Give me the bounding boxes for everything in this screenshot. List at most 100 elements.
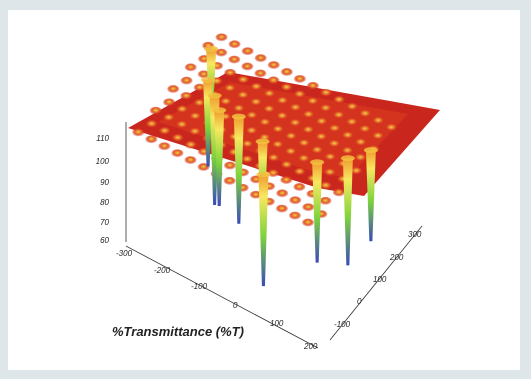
z-tick-labels: 110 100 90 80 70 60	[96, 134, 110, 245]
well-rim	[212, 107, 227, 114]
surface-bump	[171, 133, 184, 142]
surface-bump	[289, 118, 302, 127]
surface-bump	[224, 68, 237, 77]
surface-bump	[359, 109, 372, 118]
x-tick-label: -200	[154, 266, 171, 275]
y-tick-labels: 300 200 100 0 -100	[334, 230, 422, 329]
surface-well	[214, 110, 225, 206]
axes-frame	[125, 122, 423, 349]
surface-bump	[333, 95, 346, 104]
surface-bump	[288, 211, 301, 220]
surface-bump	[323, 168, 336, 177]
surface-bump	[328, 139, 341, 148]
surface-chart: 110 100 90 80 70 60 -300 -200 -100 0 100…	[96, 33, 440, 351]
surface-bump	[306, 97, 319, 106]
surface-bump	[250, 98, 262, 107]
surface-bump	[280, 83, 293, 92]
surface-bump	[371, 131, 384, 140]
surface-bump	[346, 102, 359, 111]
surface-bump	[184, 63, 197, 72]
x-tick-label: 200	[303, 342, 318, 351]
well-rim	[207, 92, 222, 99]
surface-bump	[188, 127, 201, 136]
surface-bump	[145, 135, 158, 144]
surface-bumps	[132, 33, 398, 227]
surface-bump	[311, 146, 324, 155]
surface-bump	[184, 140, 197, 149]
surface-bump	[145, 119, 158, 128]
surface-bump	[280, 176, 293, 185]
surface-bump	[293, 183, 306, 192]
well-rim	[204, 45, 219, 52]
surface-bump	[236, 91, 249, 100]
surface-bump	[276, 96, 289, 105]
surface-bump	[267, 76, 280, 85]
surface-bump	[193, 83, 206, 92]
x-axis-line	[125, 245, 319, 349]
surface-bump	[319, 104, 332, 113]
surface-bump	[158, 126, 171, 135]
well-rim	[310, 159, 325, 166]
surface-bump	[332, 111, 345, 120]
surface-bump	[345, 118, 358, 127]
well-rim	[256, 171, 271, 178]
surface-bump	[385, 123, 398, 132]
surface-bump	[354, 153, 367, 162]
surface-bump	[189, 112, 202, 121]
surface-bump	[289, 103, 302, 112]
surface-bump	[171, 149, 184, 158]
z-tick-label: 70	[100, 218, 109, 227]
surface-bump	[241, 139, 254, 148]
y-tick-label: 300	[408, 230, 422, 239]
surface-bump	[228, 40, 241, 49]
surface-wells	[201, 45, 378, 287]
x-axis-title: %Transmittance (%T)	[112, 324, 244, 339]
surface-plot	[128, 33, 440, 287]
surface-bump	[237, 75, 250, 84]
surface-bump	[280, 160, 293, 169]
figure-frame: 110 100 90 80 70 60 -300 -200 -100 0 100…	[8, 10, 520, 370]
x-tick-label: -100	[191, 282, 208, 291]
surface-bump	[263, 105, 276, 114]
surface-bump	[293, 90, 306, 99]
surface-bump	[319, 181, 332, 190]
surface-bump	[215, 33, 228, 42]
z-tick-label: 90	[100, 178, 109, 187]
surface-well	[312, 162, 323, 263]
surface-bump	[293, 74, 306, 83]
y-tick-label: 200	[389, 253, 404, 262]
surface-bump	[193, 98, 206, 107]
surface-bump	[276, 189, 289, 198]
surface-bump	[319, 196, 332, 205]
surface-bump	[180, 91, 193, 100]
surface-well	[342, 158, 353, 266]
surface-bump	[302, 110, 315, 119]
x-tick-labels: -300 -200 -100 0 100 200	[116, 249, 318, 351]
surface-bump	[289, 196, 302, 205]
surface-bump	[241, 155, 254, 164]
surface-bump	[241, 62, 254, 71]
surface-bump	[254, 69, 267, 78]
surface-bump	[341, 146, 354, 155]
surface-bump	[302, 218, 315, 227]
surface-bump	[302, 203, 315, 212]
well-rim	[363, 147, 378, 154]
surface-bump	[232, 104, 245, 113]
surface-bump	[306, 81, 319, 90]
surface-bump	[223, 176, 236, 185]
surface-well	[233, 116, 244, 224]
surface-bump	[167, 85, 180, 94]
surface-bump	[254, 54, 267, 63]
y-axis-line	[329, 225, 423, 341]
surface-bump	[297, 154, 310, 163]
surface-bump	[293, 167, 306, 176]
surface-bump	[263, 89, 276, 98]
surface-bump	[197, 70, 210, 79]
well-rim	[340, 155, 355, 162]
surface-bump	[175, 120, 188, 129]
surface-bump	[350, 166, 363, 175]
surface-bump	[176, 105, 189, 114]
surface-bump	[315, 117, 328, 126]
x-tick-label: -300	[116, 249, 133, 258]
surface-bump	[276, 111, 289, 120]
